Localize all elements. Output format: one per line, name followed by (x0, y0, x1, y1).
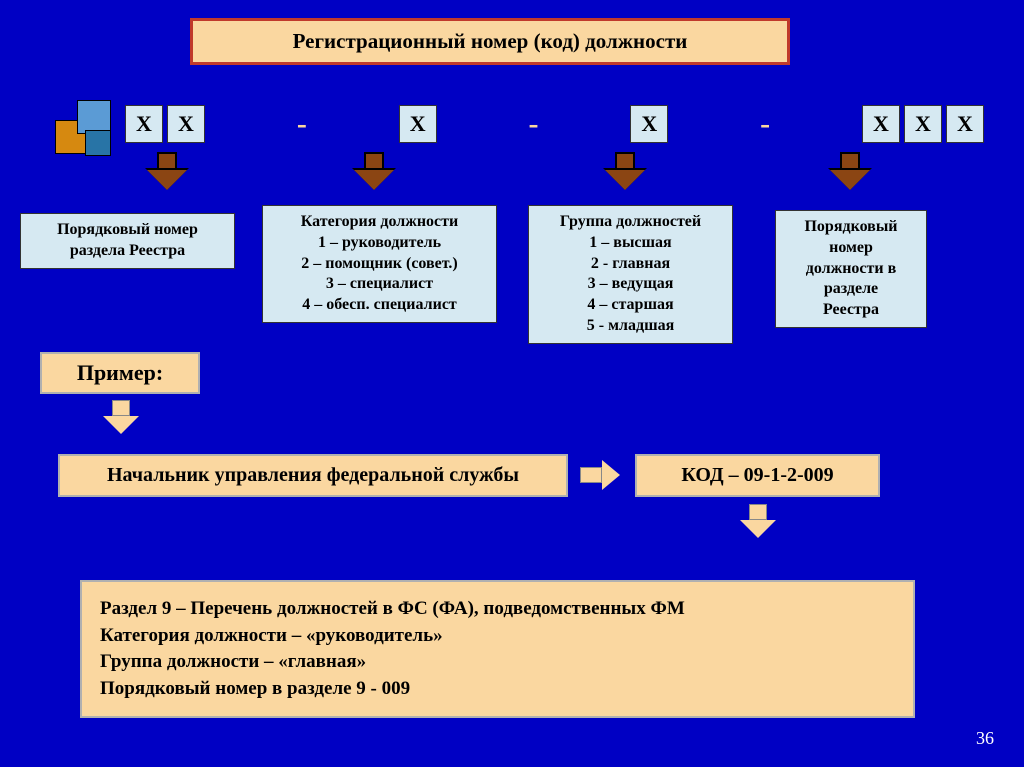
desc-box-3: Группа должностей 1 – высшая 2 - главная… (528, 205, 733, 344)
arrow-down-icon (354, 152, 394, 192)
arrow-down-icon (605, 152, 645, 192)
detail-line: Категория должности – «руководитель» (100, 623, 895, 650)
example-position: Начальник управления федеральной службы (58, 454, 568, 497)
code-digit: Х (125, 105, 163, 143)
arrow-down-icon (103, 400, 139, 440)
code-digit: Х (904, 105, 942, 143)
code-digit: Х (862, 105, 900, 143)
detail-line: Группа должности – «главная» (100, 649, 895, 676)
desc-box-1: Порядковый номер раздела Реестра (20, 213, 235, 269)
page-number: 36 (976, 728, 994, 749)
example-code: КОД – 09-1-2-009 (635, 454, 880, 497)
code-digit: Х (399, 105, 437, 143)
detail-line: Порядковый номер в разделе 9 - 009 (100, 676, 895, 703)
example-label: Пример: (40, 352, 200, 394)
code-pattern-row: Х Х - Х - Х - Х Х Х (125, 105, 984, 143)
code-digit: Х (167, 105, 205, 143)
code-digit: Х (946, 105, 984, 143)
detail-box: Раздел 9 – Перечень должностей в ФС (ФА)… (80, 580, 915, 718)
title-box: Регистрационный номер (код) должности (190, 18, 790, 65)
arrow-down-icon (830, 152, 870, 192)
dash: - (287, 107, 317, 141)
arrow-down-icon (147, 152, 187, 192)
decoration-squares (55, 100, 125, 170)
dash: - (518, 107, 548, 141)
dash: - (750, 107, 780, 141)
desc-box-4: Порядковый номер должности в разделе Рее… (775, 210, 927, 328)
detail-line: Раздел 9 – Перечень должностей в ФС (ФА)… (100, 596, 895, 623)
arrow-down-icon (740, 504, 776, 544)
arrow-right-icon (580, 460, 624, 490)
desc-box-2: Категория должности 1 – руководитель 2 –… (262, 205, 497, 323)
code-digit: Х (630, 105, 668, 143)
